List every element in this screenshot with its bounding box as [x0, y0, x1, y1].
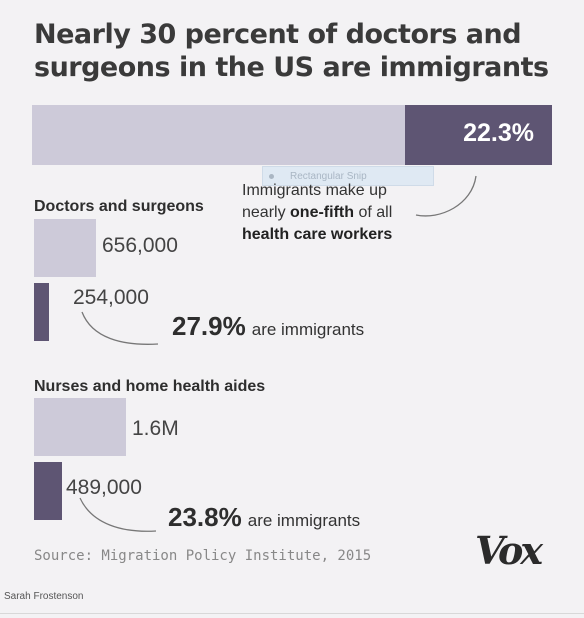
nurses-annotation-curve [79, 497, 157, 532]
doctors-pct-text: are immigrants [251, 320, 365, 339]
immigrant-share-segment [405, 105, 552, 165]
doctors-immigrants-bar [34, 283, 49, 341]
chart-title: Nearly 30 percent of doctors and surgeon… [34, 19, 549, 83]
doctors-total-bar [34, 219, 96, 277]
overall-annotation: Immigrants make up nearly one-fifth of a… [242, 180, 442, 246]
annotation-line-2: nearly one-fifth of all [242, 204, 393, 221]
snip-icon [269, 173, 274, 179]
nurses-pct-annotation: 23.8% are immigrants [168, 502, 360, 533]
doctors-pct-value: 27.9% [172, 311, 246, 341]
nurses-pct-text: are immigrants [247, 511, 361, 530]
overall-share-label: 22.3% [463, 119, 534, 147]
annotation-line-3: health care workers [242, 226, 393, 243]
doctors-annotation-curve [81, 311, 159, 345]
vox-logo: Vox [475, 528, 543, 573]
source-note: Source: Migration Policy Institute, 2015 [34, 548, 372, 564]
nurses-immigrants-bar [34, 462, 62, 520]
author-credit: Sarah Frostenson [4, 591, 84, 602]
bottom-divider [0, 613, 584, 614]
doctors-immigrants-label: 254,000 [73, 286, 149, 309]
nurses-pct-value: 23.8% [168, 502, 242, 532]
nurses-total-label: 1.6M [132, 417, 179, 440]
doctors-total-label: 656,000 [102, 234, 178, 257]
group-heading-nurses: Nurses and home health aides [34, 378, 266, 395]
nurses-immigrants-label: 489,000 [66, 476, 142, 499]
nurses-total-bar [34, 398, 126, 456]
doctors-pct-annotation: 27.9% are immigrants [172, 311, 364, 342]
snip-label: Rectangular Snip [290, 171, 367, 182]
overall-share-bar: 22.3% [32, 105, 552, 165]
annotation-line-1: Immigrants make up [242, 182, 387, 199]
group-heading-doctors: Doctors and surgeons [34, 198, 204, 215]
